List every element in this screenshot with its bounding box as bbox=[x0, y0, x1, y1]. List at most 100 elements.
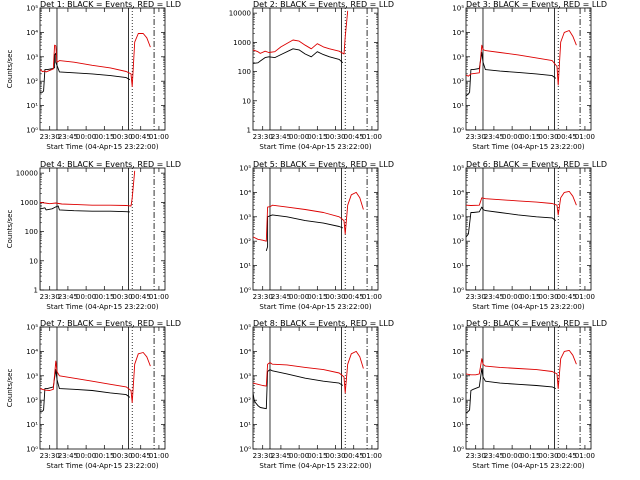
x-axis-label: Start Time (04-Apr-15 23:22:00) bbox=[46, 462, 158, 470]
lld-series-line bbox=[40, 33, 151, 88]
lld-series-line bbox=[466, 30, 577, 86]
x-axis-label: Start Time (04-Apr-15 23:22:00) bbox=[46, 303, 158, 311]
lld-series-line bbox=[253, 10, 349, 55]
x-tick-label: 00:30 bbox=[112, 452, 132, 460]
x-axis-label: Start Time (04-Apr-15 23:22:00) bbox=[472, 143, 584, 151]
detector-panel-2: Det 2: BLACK = Events, RED = LLD 1 10 100 10… bbox=[229, 0, 394, 151]
y-tick-label: 10¹ bbox=[26, 421, 38, 429]
x-tick-label: 00:15 bbox=[520, 452, 540, 460]
y-tick-label: 10³ bbox=[239, 372, 251, 380]
x-tick-label: 00:45 bbox=[344, 452, 364, 460]
y-tick-label: 1000 bbox=[233, 39, 251, 47]
plot-frame bbox=[252, 7, 379, 131]
y-tick-label: 10000 bbox=[16, 170, 38, 178]
y-tick-label: 10³ bbox=[239, 213, 251, 221]
x-tick-label: 01:00 bbox=[149, 452, 169, 460]
plot-frame bbox=[252, 167, 379, 291]
x-tick-label: 23:30 bbox=[253, 133, 273, 141]
x-tick-label: 00:30 bbox=[112, 133, 132, 141]
x-tick-label: 00:45 bbox=[557, 452, 577, 460]
y-tick-label: 10² bbox=[239, 397, 251, 405]
x-tick-label: 23:45 bbox=[58, 452, 78, 460]
x-tick-label: 23:45 bbox=[58, 293, 78, 301]
detector-panel-8: Det 8: BLACK = Events, RED = LLD 10⁰ 10¹ 10… bbox=[239, 319, 394, 470]
lld-series-line bbox=[466, 349, 577, 390]
plot-frame bbox=[39, 167, 166, 291]
x-tick-label: 00:30 bbox=[325, 452, 345, 460]
y-tick-label: 10 bbox=[29, 257, 38, 265]
y-tick-label: 10² bbox=[452, 238, 464, 246]
detector-panel-4: Det 4: BLACK = Events, RED = LLD 1 10 100 10… bbox=[6, 160, 181, 311]
x-tick-label: 23:30 bbox=[40, 293, 60, 301]
events-series-line bbox=[466, 206, 557, 238]
x-axis-label: Start Time (04-Apr-15 23:22:00) bbox=[259, 303, 371, 311]
x-tick-label: 00:00 bbox=[289, 452, 309, 460]
x-tick-label: 00:15 bbox=[94, 293, 114, 301]
events-series-line bbox=[40, 369, 131, 412]
x-tick-label: 00:00 bbox=[502, 452, 522, 460]
y-tick-label: 10⁴ bbox=[239, 348, 251, 356]
x-axis-label: Start Time (04-Apr-15 23:22:00) bbox=[259, 462, 371, 470]
y-tick-label: 1000 bbox=[20, 199, 38, 207]
x-axis-label: Start Time (04-Apr-15 23:22:00) bbox=[472, 462, 584, 470]
y-tick-label: 10⁴ bbox=[452, 189, 464, 197]
lld-series-line bbox=[466, 190, 577, 216]
y-tick-label: 10⁵ bbox=[26, 5, 38, 13]
y-tick-label: 10³ bbox=[452, 213, 464, 221]
y-tick-label: 10¹ bbox=[452, 262, 464, 270]
y-tick-label: 10 bbox=[242, 97, 251, 105]
y-tick-label: 1 bbox=[247, 127, 251, 135]
y-axis-label: Counts/sec bbox=[6, 210, 14, 249]
y-tick-label: 10² bbox=[239, 238, 251, 246]
y-tick-label: 10⁵ bbox=[452, 5, 464, 13]
y-tick-label: 10⁰ bbox=[239, 287, 251, 295]
x-tick-label: 23:45 bbox=[271, 452, 291, 460]
panel-title: Det 4: BLACK = Events, RED = LLD bbox=[40, 160, 181, 169]
x-tick-label: 01:00 bbox=[362, 133, 382, 141]
events-series-line bbox=[253, 369, 344, 410]
y-tick-label: 10³ bbox=[26, 53, 38, 61]
y-tick-label: 10⁵ bbox=[452, 165, 464, 173]
x-tick-label: 23:45 bbox=[484, 452, 504, 460]
events-series-line bbox=[40, 52, 131, 93]
y-tick-label: 10³ bbox=[452, 372, 464, 380]
y-tick-label: 100 bbox=[25, 228, 38, 236]
lld-series-line bbox=[40, 170, 136, 207]
y-axis-label: Counts/sec bbox=[6, 369, 14, 408]
panel-title: Det 6: BLACK = Events, RED = LLD bbox=[466, 160, 607, 169]
panel-title: Det 7: BLACK = Events, RED = LLD bbox=[40, 319, 181, 328]
lld-series-line bbox=[253, 350, 364, 394]
y-tick-label: 10⁰ bbox=[452, 287, 464, 295]
lld-series-line bbox=[253, 191, 364, 242]
x-tick-label: 00:15 bbox=[94, 133, 114, 141]
y-tick-label: 10⁴ bbox=[26, 348, 38, 356]
x-tick-label: 23:45 bbox=[58, 133, 78, 141]
x-tick-label: 00:00 bbox=[502, 133, 522, 141]
y-tick-label: 1 bbox=[34, 287, 38, 295]
plot-frame bbox=[39, 326, 166, 450]
x-tick-label: 01:00 bbox=[362, 293, 382, 301]
x-tick-label: 23:30 bbox=[253, 293, 273, 301]
x-tick-label: 01:00 bbox=[575, 293, 595, 301]
panel-title: Det 1: BLACK = Events, RED = LLD bbox=[40, 0, 181, 9]
y-tick-label: 10⁰ bbox=[26, 127, 38, 135]
y-tick-label: 10⁰ bbox=[239, 446, 251, 454]
x-tick-label: 00:00 bbox=[289, 133, 309, 141]
y-tick-label: 10² bbox=[452, 78, 464, 86]
plot-frame bbox=[465, 326, 592, 450]
y-tick-label: 10¹ bbox=[452, 421, 464, 429]
y-tick-label: 10⁴ bbox=[26, 29, 38, 37]
x-tick-label: 23:45 bbox=[484, 133, 504, 141]
x-tick-label: 00:45 bbox=[344, 293, 364, 301]
plot-frame bbox=[252, 326, 379, 450]
events-series-line bbox=[265, 214, 343, 252]
x-tick-label: 00:00 bbox=[502, 293, 522, 301]
panel-title: Det 8: BLACK = Events, RED = LLD bbox=[253, 319, 394, 328]
x-axis-label: Start Time (04-Apr-15 23:22:00) bbox=[259, 143, 371, 151]
detector-panel-5: Det 5: BLACK = Events, RED = LLD 10⁰ 10¹ 10… bbox=[239, 160, 394, 311]
x-tick-label: 23:30 bbox=[466, 133, 486, 141]
detector-panel-6: Det 6: BLACK = Events, RED = LLD 10⁰ 10¹ 10… bbox=[452, 160, 607, 311]
x-tick-label: 00:45 bbox=[131, 133, 151, 141]
x-tick-label: 23:30 bbox=[466, 452, 486, 460]
